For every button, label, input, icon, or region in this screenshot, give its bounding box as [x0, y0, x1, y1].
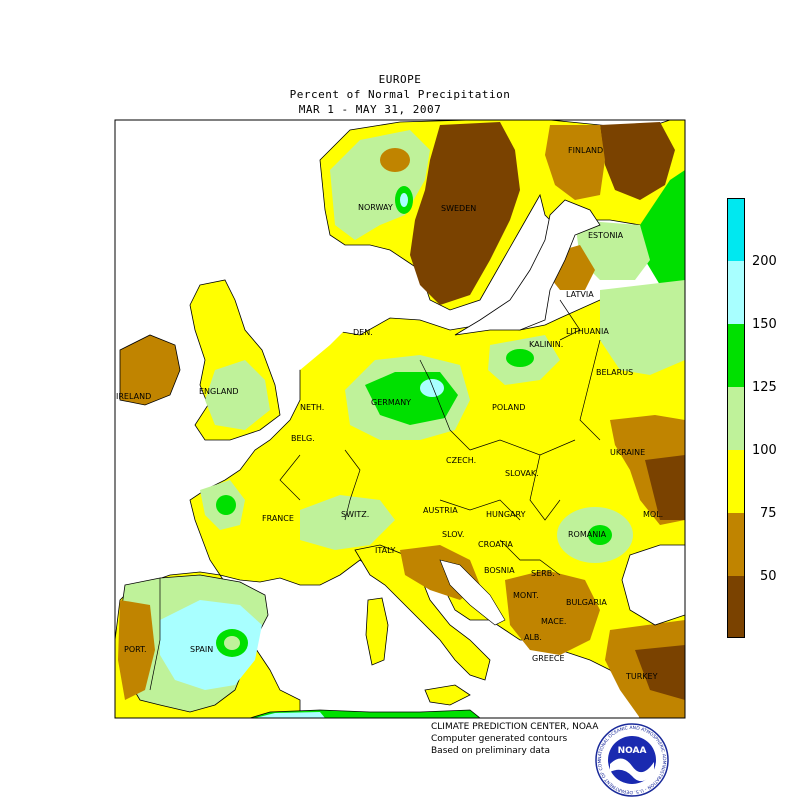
region-spain-very-wet — [160, 600, 262, 690]
label-slov: SLOV. — [442, 530, 464, 539]
label-belarus: BELARUS — [596, 368, 633, 377]
label-poland: POLAND — [492, 403, 525, 412]
label-estonia: ESTONIA — [588, 231, 624, 240]
country-labels: FINLAND NORWAY SWEDEN ESTONIA LATVIA LIT… — [116, 146, 663, 681]
sea-baltic — [454, 199, 601, 336]
scale-bin-150-200 — [728, 261, 744, 324]
label-spain: SPAIN — [190, 645, 213, 654]
color-scale-bar — [727, 198, 745, 638]
label-belg: BELG. — [291, 434, 315, 443]
scale-bin-125-150 — [728, 324, 744, 387]
label-croatia: CROATIA — [478, 540, 513, 549]
label-port: PORT. — [124, 645, 147, 654]
map-subtitle: Percent of Normal Precipitation — [289, 88, 511, 101]
scale-bin-50-75 — [728, 513, 744, 576]
label-czech: CZECH. — [446, 456, 476, 465]
scale-label-50: 50 — [760, 569, 777, 584]
region-finland-dry — [600, 122, 675, 200]
map-area — [115, 120, 685, 718]
sea-black — [621, 544, 685, 626]
label-mol: MOL. — [643, 510, 663, 519]
region-belarus-wet — [600, 280, 685, 375]
label-neth: NETH. — [300, 403, 324, 412]
scale-bin-below-50 — [728, 576, 744, 637]
scale-label-125: 125 — [752, 380, 777, 395]
label-slovak: SLOVAK. — [505, 469, 539, 478]
label-ukraine: UKRAINE — [610, 448, 645, 457]
land-sicily — [424, 684, 471, 706]
scale-label-75: 75 — [760, 506, 777, 521]
label-turkey: TURKEY — [625, 672, 658, 681]
region-romania-core — [588, 525, 612, 545]
region-poland-core — [506, 349, 534, 367]
map-frame — [114, 119, 686, 719]
scale-label-150: 150 — [752, 317, 777, 332]
label-germany: GERMANY — [371, 398, 411, 407]
label-france: FRANCE — [262, 514, 294, 523]
region-norway-peak — [400, 193, 408, 207]
region-baltic-wet — [575, 220, 650, 280]
label-sweden: SWEDEN — [441, 204, 476, 213]
label-serb: SERB. — [531, 569, 555, 578]
scale-bin-100-125 — [728, 387, 744, 450]
region-east-wet — [640, 170, 685, 290]
region-africa-very-wet — [255, 712, 325, 718]
sea-north — [282, 260, 360, 370]
logo-text: NOAA — [618, 746, 647, 756]
label-den: DEN. — [353, 328, 373, 337]
region-germany-peak — [420, 379, 444, 397]
region-balkans-dry — [505, 570, 600, 655]
sea-adriatic — [439, 559, 506, 626]
label-bosnia: BOSNIA — [484, 566, 515, 575]
scale-label-100: 100 — [752, 443, 777, 458]
label-bulgaria: BULGARIA — [566, 598, 607, 607]
logo-bird-icon — [610, 758, 654, 782]
scale-label-200: 200 — [752, 254, 777, 269]
credit-method: Computer generated contours — [431, 734, 568, 744]
region-portugal-dry — [118, 600, 155, 700]
credit-note: Based on preliminary data — [431, 746, 550, 756]
label-alb: ALB. — [524, 633, 542, 642]
region-sweden-dry — [410, 122, 520, 305]
credit-source: CLIMATE PREDICTION CENTER, NOAA — [431, 722, 599, 732]
region-ukraine-very-dry — [645, 455, 685, 520]
label-england: ENGLAND — [199, 387, 239, 396]
label-switz: SWITZ. — [341, 510, 369, 519]
region-britain-wet — [205, 360, 270, 430]
label-kalinin: KALININ. — [529, 340, 563, 349]
region-finland-mid — [545, 125, 605, 200]
region-spain-peak — [224, 636, 240, 650]
scale-bin-above-200 — [728, 199, 744, 261]
borders — [149, 299, 601, 691]
land-ireland — [119, 334, 181, 406]
map-date-range: MAR 1 - MAY 31, 2007 — [298, 103, 442, 116]
label-mace: MACE. — [541, 617, 566, 626]
label-romania: ROMANIA — [568, 530, 607, 539]
label-italy: ITALY — [375, 546, 395, 555]
map-title: EUROPE — [378, 73, 422, 86]
label-hungary: HUNGARY — [486, 510, 526, 519]
region-norway-dry — [380, 148, 410, 172]
label-lithuania: LITHUANIA — [566, 327, 609, 336]
region-switz-wet — [300, 495, 395, 550]
label-ireland: IRELAND — [116, 392, 151, 401]
region-turkey-very-dry — [635, 645, 685, 700]
scale-bin-75-100 — [728, 450, 744, 513]
label-norway: NORWAY — [358, 203, 393, 212]
land-sardinia — [365, 597, 389, 666]
label-latvia: LATVIA — [566, 290, 594, 299]
region-france-core — [216, 495, 236, 515]
label-mont: MONT. — [513, 591, 539, 600]
label-greece: GREECE — [532, 654, 565, 663]
label-finland: FINLAND — [568, 146, 603, 155]
label-austria: AUSTRIA — [423, 506, 458, 515]
noaa-logo: NATIONAL OCEANIC AND ATMOSPHERIC ADMINIS… — [592, 722, 669, 797]
